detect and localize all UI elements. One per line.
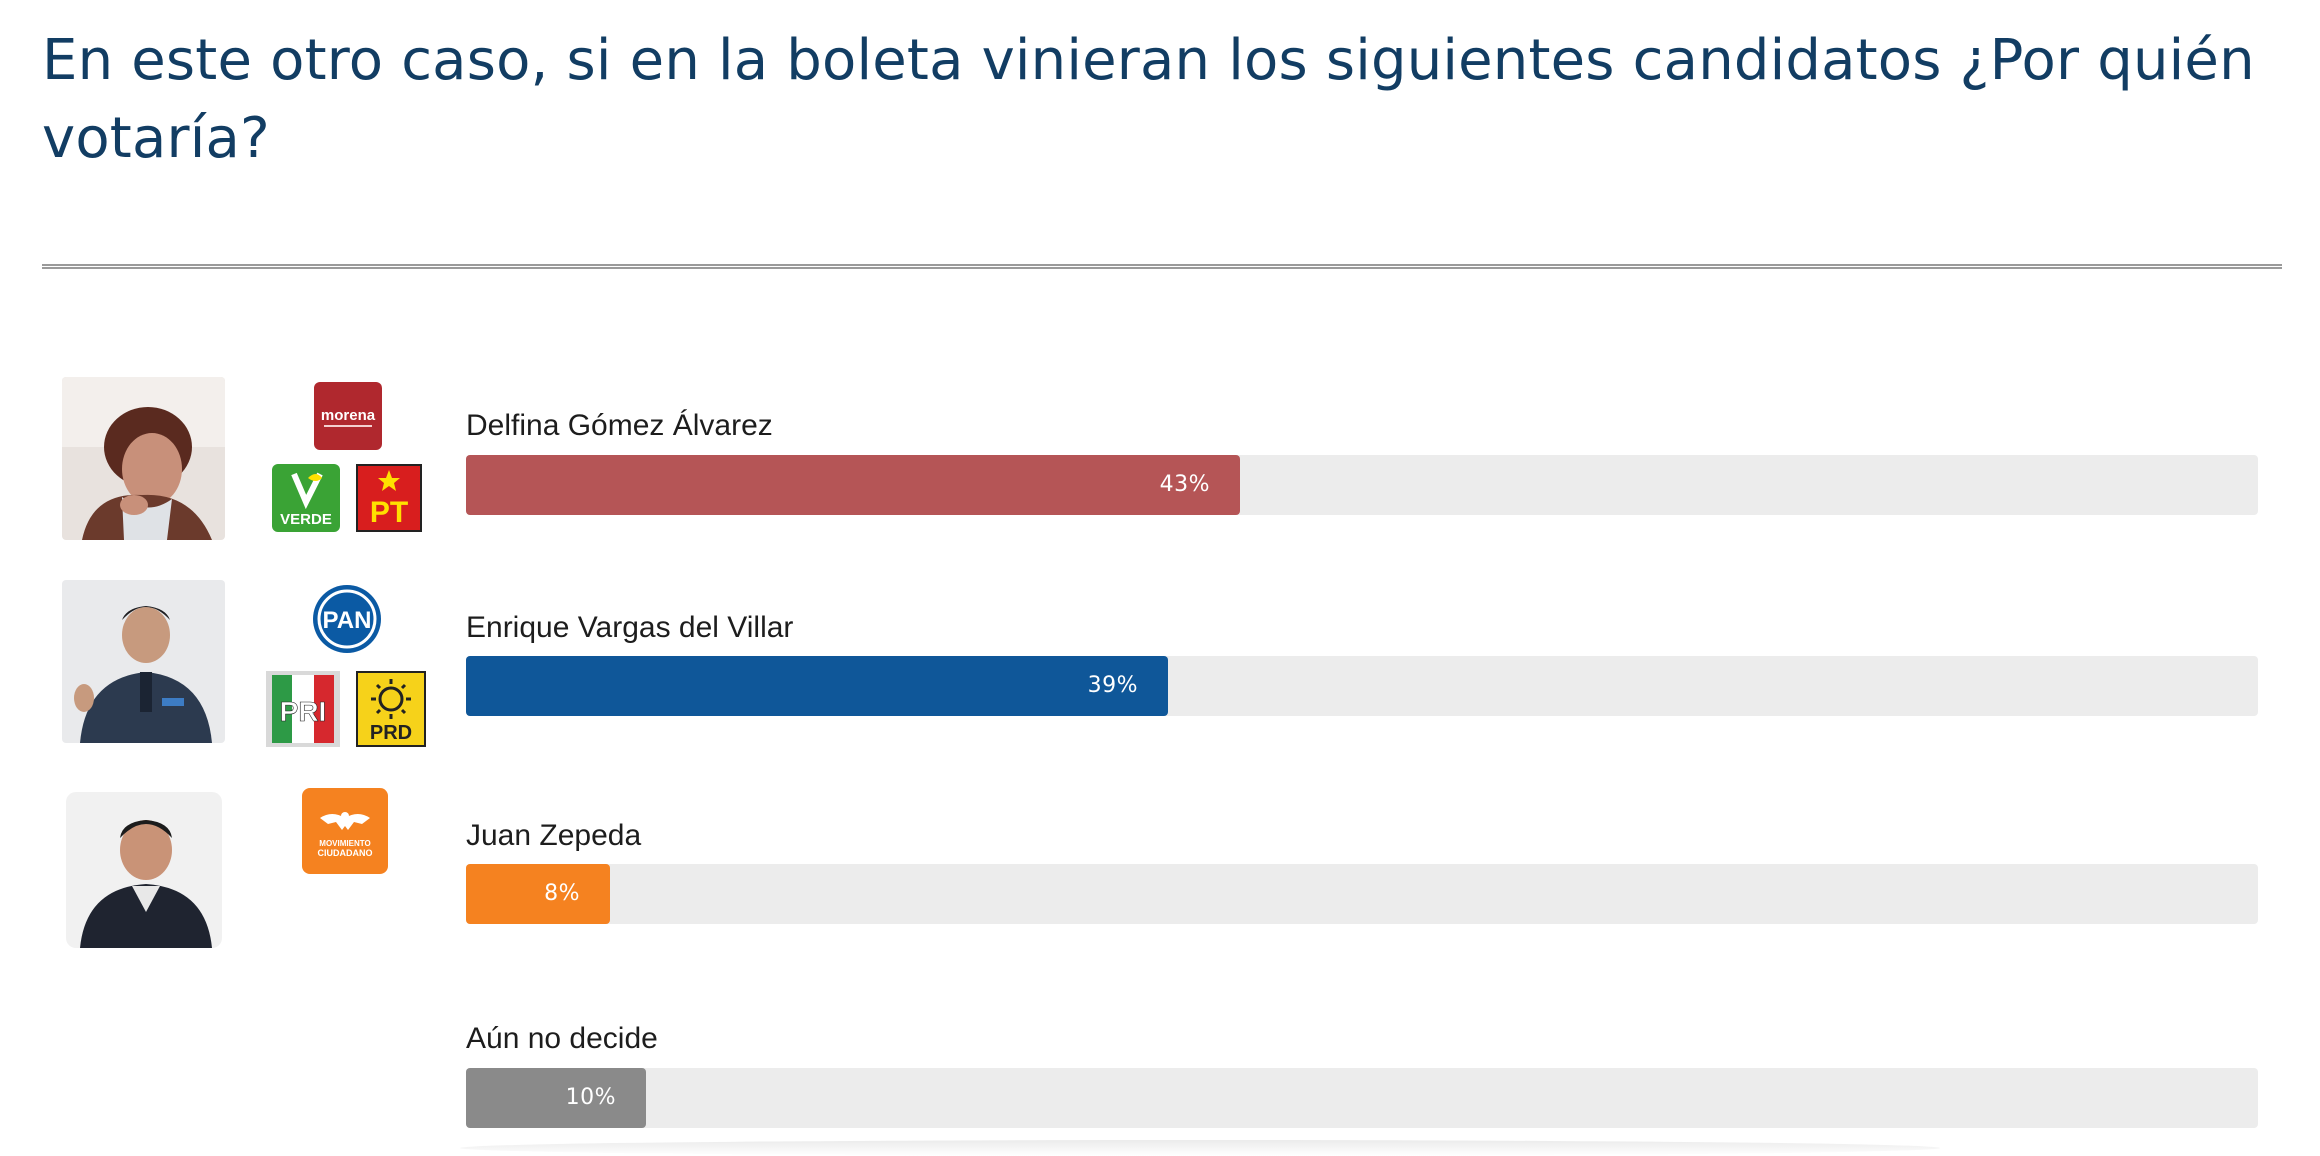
candidate-photo-juan	[66, 792, 222, 948]
prd-logo-text: PRD	[370, 722, 412, 744]
bar-track-enrique: 39%	[466, 656, 2258, 716]
bar-fill-enrique	[466, 656, 1168, 716]
verde-logo-text: VERDE	[280, 511, 332, 528]
bar-value-undecided: 10%	[565, 1085, 616, 1110]
verde-logo: VERDE	[272, 464, 340, 532]
bar-fill-undecided	[466, 1068, 646, 1128]
mc-logo-text-1: MOVIMIENTO	[319, 839, 370, 848]
movimiento-ciudadano-logo: MOVIMIENTO CIUDADANO	[302, 788, 388, 874]
morena-logo-text: morena	[321, 407, 376, 424]
bar-label-enrique: Enrique Vargas del Villar	[466, 611, 794, 644]
card-shadow	[460, 1140, 1940, 1156]
pan-logo: PAN	[310, 582, 384, 656]
bar-track-undecided: 10%	[466, 1068, 2258, 1128]
bar-track-delfina: 43%	[466, 455, 2258, 515]
chart-title: En este otro caso, si en la boleta vinie…	[42, 28, 2255, 171]
pri-logo: PRI	[266, 671, 340, 747]
morena-logo: morena	[314, 382, 382, 450]
candidate-photo-enrique	[62, 580, 225, 743]
bar-label-undecided: Aún no decide	[466, 1022, 658, 1055]
bar-fill-juan	[466, 864, 610, 924]
pan-logo-text: PAN	[323, 607, 372, 634]
bar-fill-delfina	[466, 455, 1240, 515]
pt-logo-text: PT	[370, 496, 408, 529]
bar-label-juan: Juan Zepeda	[466, 819, 642, 852]
bar-value-juan: 8%	[544, 881, 580, 906]
bar-label-delfina: Delfina Gómez Álvarez	[466, 409, 773, 442]
bar-track-juan: 8%	[466, 864, 2258, 924]
mc-logo-text-2: CIUDADANO	[318, 848, 373, 858]
bar-value-enrique: 39%	[1087, 673, 1138, 698]
title-divider	[42, 264, 2282, 269]
pri-logo-text: PRI	[280, 696, 327, 727]
prd-logo: PRD	[356, 671, 426, 747]
bar-value-delfina: 43%	[1159, 472, 1210, 497]
candidate-photo-delfina	[62, 377, 225, 540]
pt-logo: PT	[356, 464, 422, 532]
